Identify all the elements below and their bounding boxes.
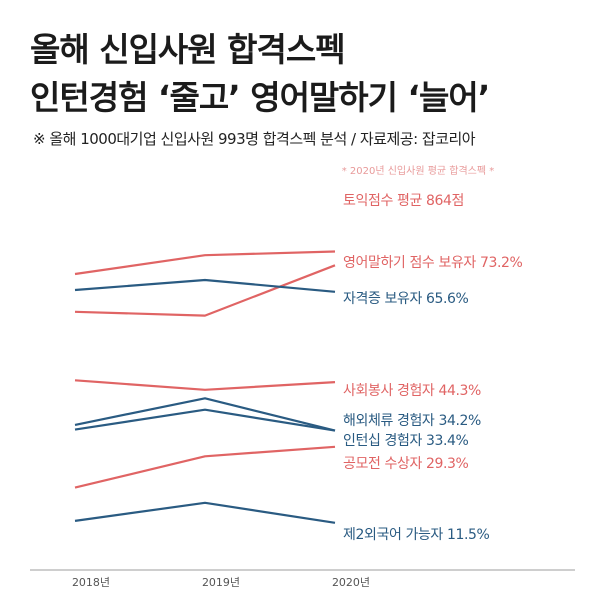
page-title: 올해 신입사원 합격스펙 인턴경험 ‘줄고’ 영어말하기 ‘늘어’	[30, 26, 490, 122]
series-label-해외체류-경험자: 해외체류 경험자 34.2%	[343, 413, 481, 429]
series-line-제2외국어-가능자	[74, 501, 336, 524]
series-line-해외체류-경험자	[74, 397, 336, 432]
series-line-사회봉사-경험자	[74, 379, 336, 391]
x-tick-label: 2018년	[72, 576, 110, 589]
title-line-1: 올해 신입사원 합격스펙	[30, 30, 346, 69]
title-line-2: 인턴경험 ‘줄고’ 영어말하기 ‘늘어’	[30, 78, 490, 117]
series-line-인턴십-경험자	[74, 408, 336, 432]
series-line-자격증-보유자	[74, 278, 336, 293]
x-tick-label: 2020년	[332, 576, 370, 589]
series-label-자격증-보유자: 자격증 보유자 65.6%	[343, 291, 469, 307]
subtitle: ※ 올해 1000대기업 신입사원 993명 합격스펙 분석 / 자료제공: 잡…	[33, 130, 476, 148]
series-label-사회봉사-경험자: 사회봉사 경험자 44.3%	[343, 383, 481, 399]
series-label-영어말하기-점수-보유자: 영어말하기 점수 보유자 73.2%	[343, 255, 523, 271]
series-line-토익점수	[74, 250, 336, 276]
chart-annotation: * 2020년 신입사원 평균 합격스펙 *	[342, 164, 495, 177]
series-label-공모전-수상자: 공모전 수상자 29.3%	[343, 456, 469, 472]
series-label-토익점수: 토익점수 평균 864점	[343, 193, 464, 209]
series-line-공모전-수상자	[74, 445, 336, 489]
series-label-제2외국어-가능자: 제2외국어 가능자 11.5%	[343, 527, 490, 543]
x-tick-label: 2019년	[202, 576, 240, 589]
series-label-인턴십-경험자: 인턴십 경험자 33.4%	[343, 433, 469, 449]
series-line-영어말하기-점수-보유자	[74, 264, 336, 317]
